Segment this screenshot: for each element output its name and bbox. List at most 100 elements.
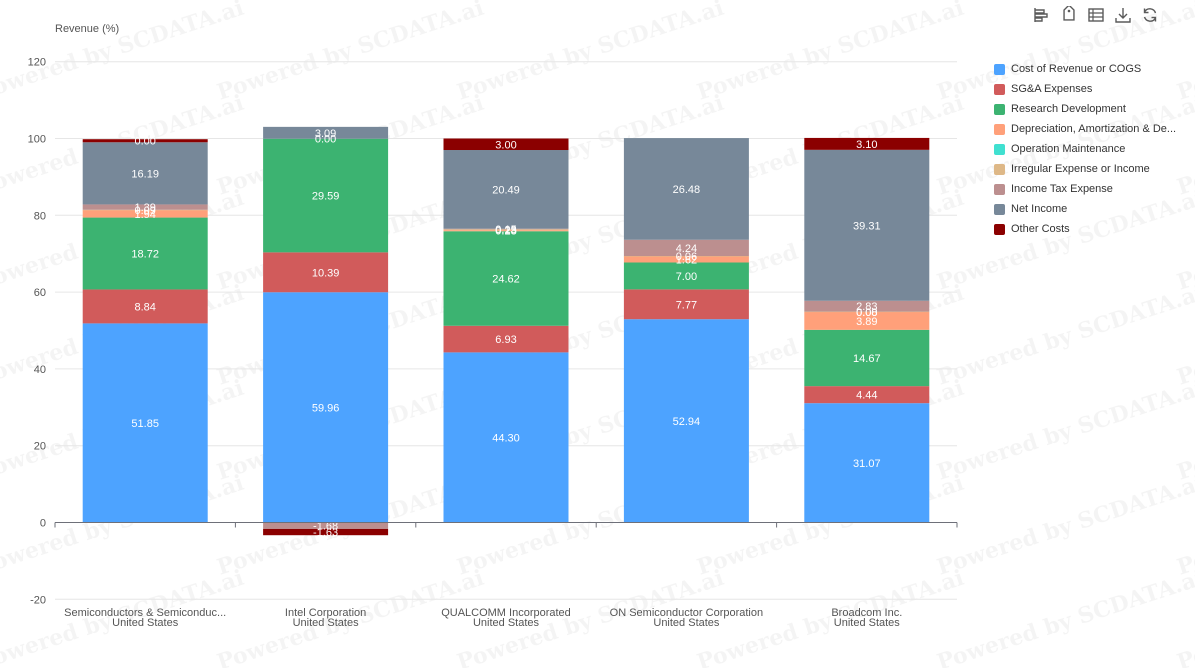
- data-label: 0.00: [134, 136, 155, 148]
- y-axis-ticks: -20 0 20 40 60 80 100 120: [28, 57, 46, 607]
- bar-segment[interactable]: [263, 126, 389, 139]
- bar-segment[interactable]: [443, 231, 569, 326]
- bar-segment[interactable]: [623, 256, 749, 263]
- bar-segment[interactable]: [443, 325, 569, 353]
- legend-swatch: [994, 143, 1005, 155]
- bar-segment[interactable]: [82, 217, 208, 290]
- legend-item[interactable]: Depreciation, Amortization & De...: [994, 121, 1176, 137]
- legend-swatch: [994, 223, 1005, 235]
- legend-swatch: [994, 123, 1005, 135]
- data-label: 44.30: [492, 432, 520, 444]
- bar-segment[interactable]: [443, 229, 569, 231]
- bar-segment[interactable]: [263, 252, 389, 293]
- x-tick-label: Intel Corporation: [285, 607, 366, 619]
- watermark-text: Powered by SCDATA.ai: [934, 565, 1195, 668]
- y-tick-label: 120: [28, 57, 46, 69]
- tag-icon[interactable]: [1060, 4, 1080, 26]
- data-label: -1.68: [313, 521, 338, 533]
- legend-label: Cost of Revenue or COGS: [1011, 63, 1142, 75]
- bar-segment[interactable]: [82, 209, 208, 211]
- bar-segment[interactable]: [82, 289, 208, 324]
- data-label: 10.39: [312, 267, 340, 279]
- bar-segment[interactable]: [82, 204, 208, 210]
- data-label: 16.19: [131, 168, 159, 180]
- table-icon[interactable]: [1087, 6, 1107, 26]
- bar-segment[interactable]: [623, 289, 749, 320]
- legend-item[interactable]: Irregular Expense or Income: [994, 161, 1150, 177]
- x-tick-label: Semiconductors & Semiconduc...: [64, 607, 226, 619]
- data-label: 1.94: [134, 209, 155, 221]
- x-tick-sublabel: United States: [293, 617, 360, 629]
- data-label: 14.67: [853, 353, 881, 365]
- legend-item[interactable]: Operation Maintenance: [994, 141, 1125, 157]
- bar-segment[interactable]: [263, 138, 389, 253]
- bar-segment[interactable]: [804, 137, 930, 150]
- bar-segment[interactable]: [623, 256, 749, 257]
- bar-segment[interactable]: [804, 403, 930, 523]
- data-label: 39.31: [853, 220, 881, 232]
- y-tick-label: -20: [30, 594, 46, 606]
- data-labels: 51.85 8.84 18.72 1.940.091.39 16.19 0.00 59.96…: [131, 128, 880, 539]
- bar-segment[interactable]: [804, 311, 930, 330]
- data-label: 3.10: [856, 139, 877, 151]
- bar-segment[interactable]: [623, 239, 749, 257]
- bar-segment[interactable]: [82, 210, 208, 218]
- bar-segment[interactable]: [443, 228, 569, 230]
- watermark-text: Powered by SCDATA.ai: [454, 0, 727, 106]
- data-label: 26.48: [673, 184, 701, 196]
- bar-chart-icon[interactable]: [1032, 6, 1052, 26]
- legend-item[interactable]: Net Income: [994, 201, 1067, 217]
- legend-swatch: [994, 63, 1005, 75]
- data-label: 0.00: [315, 134, 336, 146]
- data-label: 0.15: [495, 224, 516, 236]
- bar-segment[interactable]: [804, 329, 930, 387]
- bar-segment[interactable]: [804, 149, 930, 301]
- data-label: 8.84: [134, 301, 155, 313]
- data-label: 24.62: [492, 274, 520, 286]
- legend-item[interactable]: Research Development: [994, 101, 1126, 117]
- bar-segment[interactable]: [82, 139, 208, 143]
- data-label: 20.49: [492, 184, 520, 196]
- x-tick-sublabel: United States: [473, 617, 540, 629]
- bar-segment[interactable]: [804, 300, 930, 312]
- legend-swatch: [994, 163, 1005, 175]
- data-label: 52.94: [673, 416, 701, 428]
- bar-segment[interactable]: [804, 311, 930, 313]
- x-axis: Semiconductors & Semiconduc... United Sta…: [54, 522, 958, 629]
- bar-series: [82, 126, 930, 536]
- bar-segment[interactable]: [443, 150, 569, 229]
- bar-segment[interactable]: [82, 323, 208, 523]
- bar-segment[interactable]: [263, 528, 389, 536]
- watermark-text: Powered by SCDATA.ai: [934, 280, 1195, 391]
- bar-segment[interactable]: [263, 292, 389, 523]
- x-tick-label: QUALCOMM Incorporated: [441, 607, 571, 619]
- bar-segment[interactable]: [623, 262, 749, 290]
- legend-item[interactable]: SG&A Expenses: [994, 81, 1092, 97]
- download-icon[interactable]: [1114, 6, 1134, 26]
- bar-segment[interactable]: [82, 142, 208, 205]
- data-label: 1.39: [134, 202, 155, 214]
- bar-segment[interactable]: [263, 522, 389, 529]
- bar-segment[interactable]: [623, 138, 749, 240]
- data-label: -1.63: [313, 527, 338, 539]
- legend-item[interactable]: Other Costs: [994, 221, 1070, 237]
- data-label: 29.59: [312, 191, 340, 203]
- bar-segment[interactable]: [623, 319, 749, 523]
- data-label: 2.83: [856, 301, 877, 313]
- refresh-icon[interactable]: [1141, 6, 1161, 26]
- legend-item[interactable]: Cost of Revenue or COGS: [994, 61, 1141, 77]
- data-label: 18.72: [131, 249, 159, 261]
- bar-segment[interactable]: [443, 138, 569, 151]
- x-tick-sublabel: United States: [653, 617, 720, 629]
- bar-segment[interactable]: [443, 230, 569, 232]
- legend-item[interactable]: Income Tax Expense: [994, 181, 1113, 197]
- bar-segment[interactable]: [804, 386, 930, 404]
- legend-label: Depreciation, Amortization & De...: [1011, 123, 1177, 135]
- y-tick-label: 60: [34, 287, 46, 299]
- legend-swatch: [994, 83, 1005, 95]
- bar-segment[interactable]: [443, 352, 569, 523]
- legend-label: Research Development: [1011, 103, 1126, 115]
- legend-label: Net Income: [1011, 203, 1068, 215]
- data-label: 6.93: [495, 334, 516, 346]
- legend-swatch: [994, 203, 1005, 215]
